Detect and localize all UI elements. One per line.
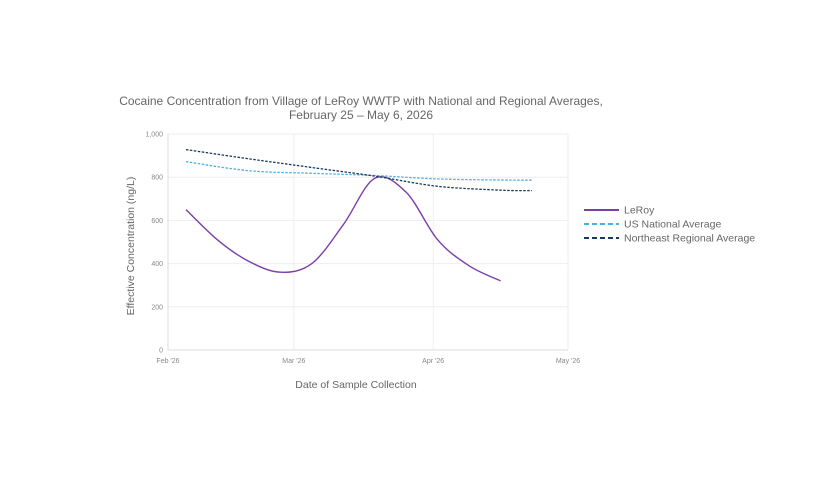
x-tick-label: Mar '26 xyxy=(282,358,305,365)
y-axis-title: Effective Concentration (ng/L) xyxy=(125,177,137,316)
legend-label: US National Average xyxy=(624,219,721,231)
chart-title-line1: Cocaine Concentration from Village of Le… xyxy=(119,94,603,108)
x-tick-label: Apr '26 xyxy=(422,358,444,365)
x-axis-title: Date of Sample Collection xyxy=(295,379,417,391)
legend-item-northeast-regional-average[interactable]: Northeast Regional Average xyxy=(584,233,755,245)
series-line-northeast-regional-average xyxy=(185,148,533,192)
y-tick-label: 400 xyxy=(151,261,163,268)
legend[interactable]: LeRoy US National Average Northeast Region… xyxy=(584,205,755,245)
y-tick-label: 600 xyxy=(151,218,163,225)
grid-lines xyxy=(167,133,569,351)
x-tick-label: May '26 xyxy=(556,358,580,365)
chart-title-line2: February 25 – May 6, 2026 xyxy=(289,108,433,122)
legend-item-us-national-average[interactable]: US National Average xyxy=(584,219,721,231)
y-tick-label: 0 xyxy=(159,348,163,355)
series-lines xyxy=(185,148,533,282)
series-line-leroy xyxy=(185,176,501,282)
x-tick-label: Feb '26 xyxy=(156,358,179,365)
legend-label: Northeast Regional Average xyxy=(624,233,755,245)
y-tick-label: 800 xyxy=(151,175,163,182)
legend-item-leroy[interactable]: LeRoy xyxy=(584,205,655,217)
axes: 0 200 400 600 800 1,000 Feb '26 Mar '26 Apr '26 M… xyxy=(145,132,580,366)
y-tick-label: 1,000 xyxy=(145,132,163,139)
y-tick-label: 200 xyxy=(151,304,163,311)
legend-label: LeRoy xyxy=(624,205,655,217)
